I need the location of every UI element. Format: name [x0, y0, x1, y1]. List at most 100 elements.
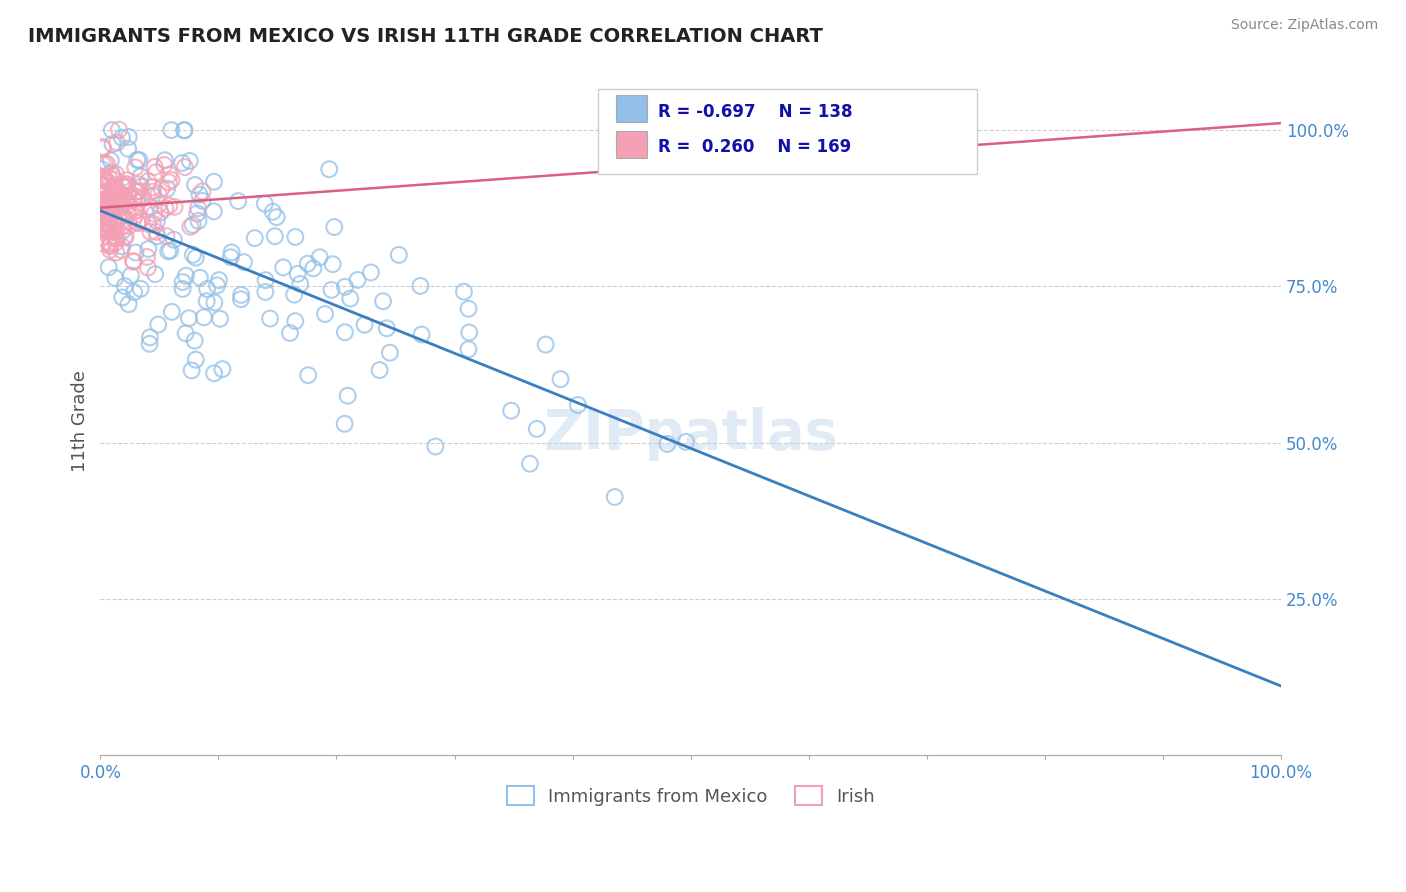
- Point: [94, 156, 117, 170]
- Point: [93, 222, 115, 236]
- Point: [117, 297, 139, 311]
- Point: [411, 327, 433, 342]
- Point: [101, 123, 124, 137]
- Point: [148, 197, 170, 211]
- Point: [91, 205, 114, 219]
- Point: [100, 208, 122, 222]
- Point: [117, 142, 139, 156]
- Point: [254, 273, 277, 287]
- Point: [173, 160, 195, 174]
- Point: [378, 345, 401, 359]
- Point: [172, 282, 194, 296]
- Point: [98, 209, 121, 223]
- Point: [136, 260, 159, 275]
- Point: [108, 199, 131, 213]
- Point: [191, 184, 214, 198]
- Point: [111, 188, 134, 202]
- Point: [163, 233, 186, 247]
- Point: [457, 301, 479, 316]
- Point: [125, 185, 148, 199]
- Point: [202, 295, 225, 310]
- Point: [94, 185, 117, 199]
- Point: [567, 398, 589, 412]
- Point: [208, 311, 231, 326]
- Point: [94, 223, 117, 237]
- Point: [160, 305, 183, 319]
- Point: [112, 230, 135, 244]
- Point: [100, 222, 122, 236]
- Point: [148, 187, 170, 202]
- Point: [103, 204, 125, 219]
- Point: [202, 366, 225, 380]
- Point: [90, 212, 112, 227]
- Point: [93, 180, 115, 194]
- Point: [114, 177, 136, 191]
- Point: [101, 169, 124, 183]
- Point: [91, 223, 114, 237]
- Point: [100, 235, 122, 250]
- Text: IMMIGRANTS FROM MEXICO VS IRISH 11TH GRADE CORRELATION CHART: IMMIGRANTS FROM MEXICO VS IRISH 11TH GRA…: [28, 27, 823, 45]
- Point: [157, 199, 180, 213]
- Point: [111, 239, 134, 253]
- Point: [94, 186, 117, 201]
- Point: [136, 174, 159, 188]
- Point: [173, 123, 195, 137]
- Point: [90, 183, 112, 197]
- Point: [333, 417, 356, 431]
- Point: [157, 168, 180, 182]
- Point: [96, 202, 118, 216]
- Point: [205, 278, 228, 293]
- Point: [184, 251, 207, 265]
- Point: [98, 216, 121, 230]
- Point: [94, 200, 117, 214]
- Point: [90, 218, 112, 232]
- Y-axis label: 11th Grade: 11th Grade: [72, 369, 89, 472]
- Point: [98, 216, 121, 230]
- Point: [229, 292, 252, 306]
- Point: [195, 294, 218, 309]
- Point: [127, 216, 149, 230]
- Point: [150, 182, 173, 196]
- Point: [101, 136, 124, 151]
- Point: [163, 200, 186, 214]
- Point: [501, 403, 523, 417]
- Point: [603, 490, 626, 504]
- Point: [96, 203, 118, 218]
- Point: [297, 257, 319, 271]
- Point: [107, 185, 129, 199]
- Point: [103, 172, 125, 186]
- Point: [202, 175, 225, 189]
- Point: [187, 214, 209, 228]
- Point: [108, 122, 131, 136]
- Point: [96, 219, 118, 233]
- Point: [115, 211, 138, 226]
- Point: [122, 285, 145, 299]
- Point: [388, 248, 411, 262]
- Point: [93, 193, 115, 207]
- Point: [114, 180, 136, 194]
- Point: [94, 202, 117, 217]
- Point: [104, 167, 127, 181]
- Point: [195, 282, 218, 296]
- Point: [125, 203, 148, 218]
- Point: [105, 136, 128, 150]
- Point: [321, 283, 343, 297]
- Point: [360, 265, 382, 279]
- Point: [111, 219, 134, 234]
- Point: [333, 280, 356, 294]
- Point: [253, 196, 276, 211]
- Point: [283, 287, 305, 301]
- Point: [108, 194, 131, 208]
- Point: [105, 216, 128, 230]
- Point: [173, 123, 195, 137]
- Point: [157, 175, 180, 189]
- Point: [117, 188, 139, 202]
- Point: [93, 178, 115, 193]
- Point: [129, 213, 152, 227]
- Point: [96, 221, 118, 235]
- Point: [138, 336, 160, 351]
- Point: [302, 261, 325, 276]
- Point: [129, 282, 152, 296]
- Point: [114, 279, 136, 293]
- Point: [457, 343, 479, 357]
